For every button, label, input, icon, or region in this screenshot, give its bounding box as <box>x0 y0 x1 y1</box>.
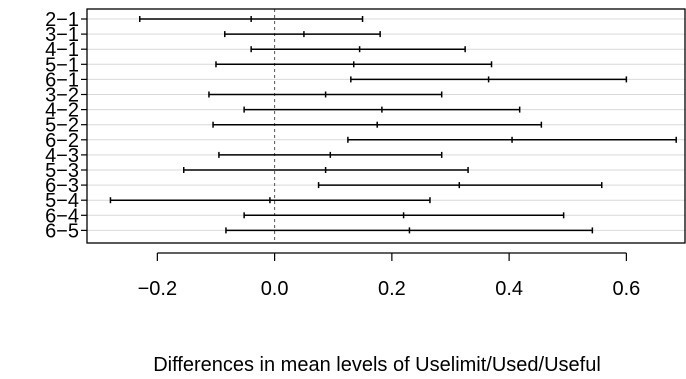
y-tick-label: 5−3 <box>45 160 79 182</box>
x-tick-label: 0.6 <box>612 278 640 300</box>
x-tick-label: 0.4 <box>495 278 523 300</box>
y-tick-label: 6−3 <box>45 175 79 197</box>
y-axis: 2−13−14−15−16−13−24−25−26−24−35−36−35−46… <box>45 9 87 242</box>
y-tick-label: 5−4 <box>45 190 79 212</box>
interval-layer <box>109 16 677 234</box>
y-tick-label: 6−4 <box>45 205 79 227</box>
x-tick-label: 0.2 <box>378 278 406 300</box>
plot-frame <box>86 8 686 244</box>
x-axis: −0.2 0.0 0.2 0.4 0.6 <box>138 252 640 300</box>
x-tick-label: 0.0 <box>261 278 289 300</box>
x-axis-label: Differences in mean levels of Uselimit/U… <box>153 354 601 376</box>
y-tick-label: 3−1 <box>45 24 79 46</box>
y-tick-label: 4−3 <box>45 145 79 167</box>
x-tick-label: −0.2 <box>138 278 177 300</box>
y-tick-label: 3−2 <box>45 85 79 107</box>
y-tick-label: 6−2 <box>45 130 79 152</box>
y-tick-label: 4−2 <box>45 100 79 122</box>
y-tick-label: 6−1 <box>45 69 79 91</box>
y-tick-label: 6−5 <box>45 220 79 242</box>
y-tick-label: 5−1 <box>45 54 79 76</box>
y-tick-label: 2−1 <box>45 9 79 31</box>
y-tick-label: 5−2 <box>45 115 79 137</box>
y-tick-label: 4−1 <box>45 39 79 61</box>
